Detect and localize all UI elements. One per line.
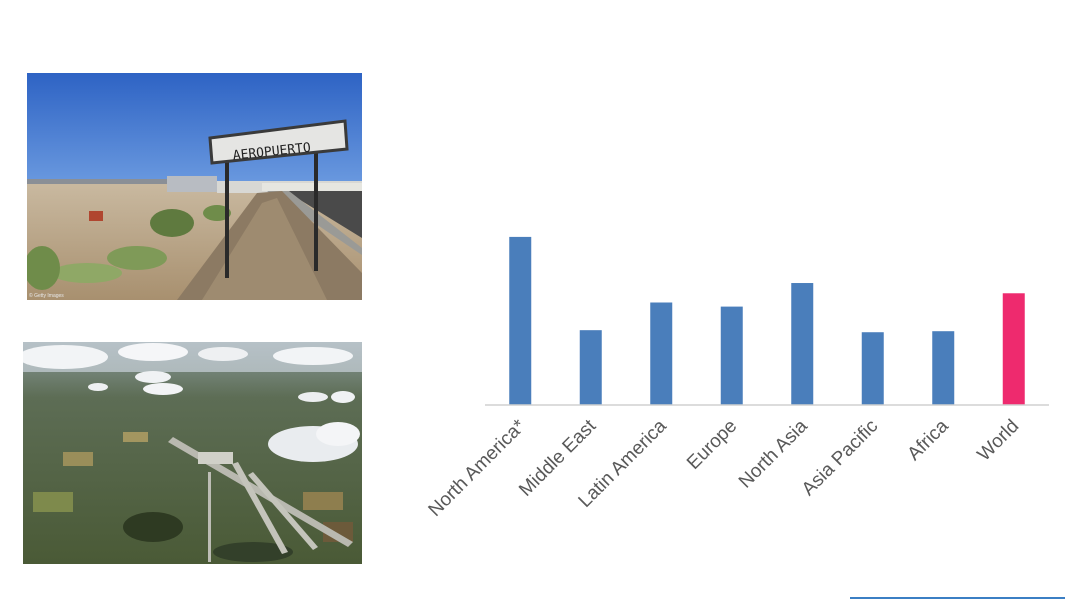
- aerial-airport-image: [23, 342, 362, 564]
- bar-latin-america: [650, 302, 673, 405]
- footer-rule: [850, 597, 1065, 599]
- x-tick-label: North Asia: [735, 415, 812, 492]
- x-tick-label: Asia Pacific: [798, 416, 882, 500]
- photo-credit: © Getty Images: [29, 293, 64, 299]
- x-tick-label: World: [974, 416, 1024, 466]
- bar-north-america: [509, 236, 532, 405]
- bar-north-asia: [791, 283, 814, 405]
- airport-sign-image: AEROPUERTO: [27, 73, 362, 300]
- x-tick-label: Europe: [683, 416, 741, 474]
- aerial-airport-photo: [23, 342, 362, 564]
- bar-middle-east: [579, 330, 602, 405]
- x-tick-label: North America*: [425, 415, 531, 521]
- bar-asia-pacific: [861, 332, 884, 405]
- x-tick-label: Africa: [904, 415, 953, 464]
- chart-bars: [509, 236, 1025, 405]
- bar-africa: [932, 331, 955, 405]
- airport-sign-photo: AEROPUERTO © Getty Images: [27, 73, 362, 300]
- bar-europe: [720, 306, 743, 405]
- bar-world: [1002, 293, 1025, 405]
